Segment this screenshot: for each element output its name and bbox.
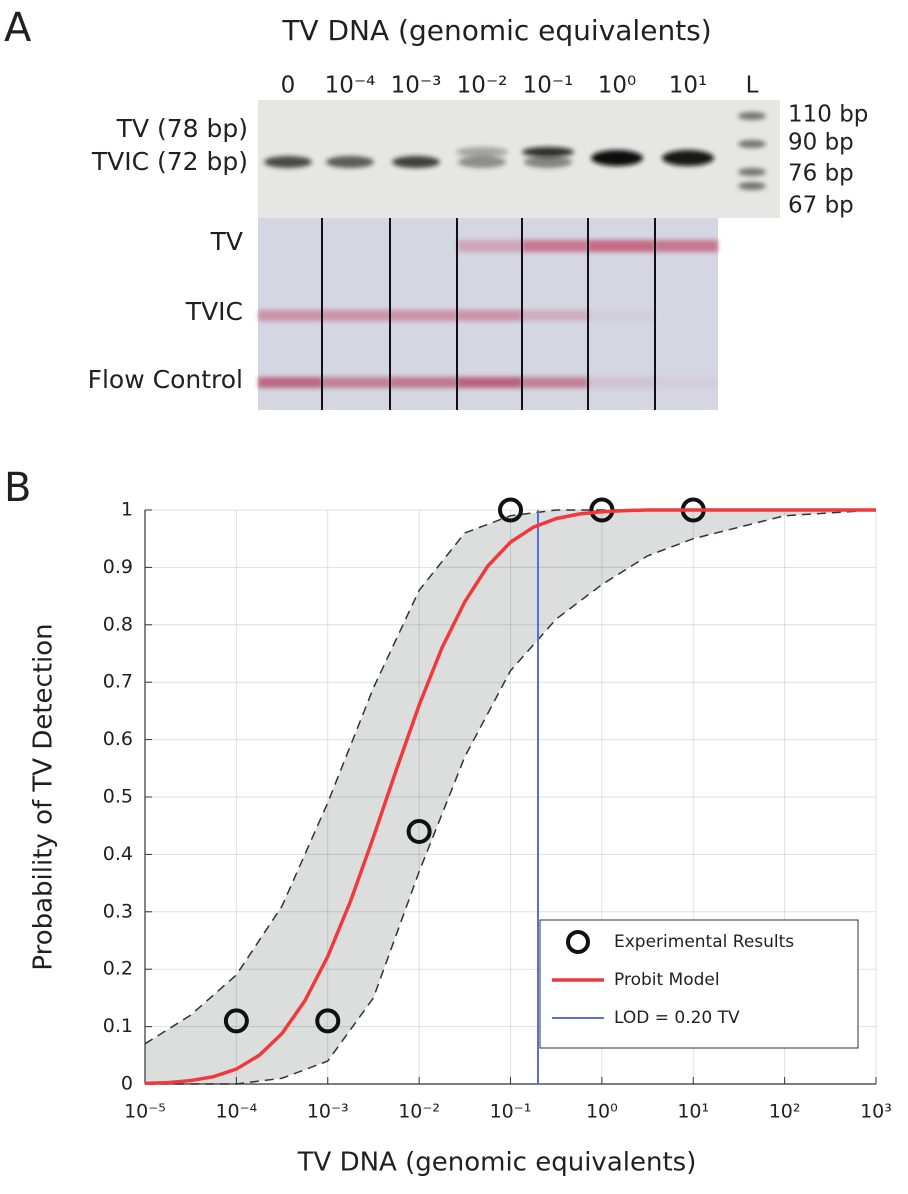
gel-band: [662, 150, 714, 166]
y-tick-label: 0.8: [103, 613, 133, 635]
y-tick-label: 0.4: [103, 843, 133, 865]
strip-band: [390, 377, 457, 388]
ladder-band: [738, 140, 766, 148]
gel-label: TVIC (72 bp): [91, 147, 248, 176]
data-point: [223, 1008, 249, 1034]
panel-label: B: [4, 465, 31, 511]
ladder-band: [738, 182, 766, 190]
lane-label: 10⁻⁴: [325, 73, 376, 99]
data-point: [406, 818, 432, 844]
lane-label: 10⁰: [598, 73, 637, 99]
panel-a: A TV DNA (genomic equivalents): [4, 5, 780, 410]
ladder-label: 67 bp: [788, 193, 854, 219]
gel-band: [326, 156, 374, 168]
strip-band: [322, 310, 390, 321]
x-tick-label: 10⁻⁵: [124, 1101, 166, 1123]
strip-band: [258, 377, 322, 388]
lane-label: 10⁻²: [457, 73, 508, 99]
panel-label: A: [4, 5, 32, 51]
x-tick-label: 10²: [769, 1101, 801, 1123]
gel-band: [522, 147, 574, 157]
lane-label: 10⁻³: [391, 73, 442, 99]
strip-band: [588, 240, 655, 252]
strip-band: [457, 240, 522, 252]
gel-band: [264, 156, 312, 168]
strip-band: [390, 310, 457, 321]
y-tick-label: 0.7: [103, 671, 133, 693]
legend-label: Probit Model: [614, 970, 720, 990]
strip-band: [588, 377, 655, 388]
strip-band: [655, 377, 718, 388]
y-tick-label: 0.1: [103, 1015, 133, 1037]
panel-title: TV DNA (genomic equivalents): [281, 14, 711, 47]
strip-band: [655, 240, 718, 252]
x-tick-label: 10⁰: [586, 1101, 618, 1123]
x-tick-label: 10⁻¹: [490, 1101, 532, 1123]
gel-label: TV (78 bp): [116, 114, 248, 143]
gel-band: [524, 156, 572, 168]
legend-label: LOD = 0.20 TV: [614, 1008, 740, 1028]
strip-label: TV: [210, 227, 243, 256]
y-axis-label: Probability of TV Detection: [29, 623, 59, 970]
y-tick-label: 0: [121, 1073, 133, 1095]
legend-label: Experimental Results: [614, 932, 794, 952]
x-tick-label: 10⁻⁴: [215, 1101, 257, 1123]
x-tick-label: 10⁻³: [307, 1101, 349, 1123]
y-tick-label: 0.3: [103, 900, 133, 922]
strip-label: TVIC: [185, 297, 243, 326]
strip-band: [522, 310, 588, 321]
gel-band: [458, 156, 506, 168]
x-tick-label: 10¹: [677, 1101, 709, 1123]
strip-band: [588, 310, 655, 321]
strip-band: [522, 377, 588, 388]
y-tick-label: 1: [121, 499, 133, 521]
ladder-label: 110 bp: [788, 102, 868, 128]
legend-box: [539, 919, 859, 1049]
ladder-label: 76 bp: [788, 161, 854, 187]
data-point: [498, 497, 523, 523]
strip-band: [258, 310, 322, 321]
x-tick-label: 10⁻²: [398, 1101, 440, 1123]
strip-band: [522, 240, 588, 252]
x-tick-label: 10³: [860, 1101, 892, 1123]
data-point: [315, 1008, 341, 1034]
lane-label: 10⁻¹: [523, 73, 574, 99]
lane-label: 10¹: [669, 73, 708, 99]
y-tick-label: 0.6: [103, 728, 133, 750]
ladder-label: 90 bp: [788, 130, 854, 156]
ladder-band: [738, 112, 766, 120]
gel-band: [456, 147, 508, 157]
strip-band: [457, 310, 522, 321]
model-curve: [144, 508, 876, 1086]
gel-band: [591, 150, 643, 166]
gel-band: [392, 156, 440, 168]
strip-band: [322, 377, 390, 388]
strip-label: Flow Control: [88, 365, 243, 394]
x-axis-label: TV DNA (genomic equivalents): [297, 1148, 697, 1178]
strip-band: [457, 377, 522, 388]
legend-marker: [566, 930, 590, 954]
lane-label: L: [746, 73, 759, 99]
confidence-bound: [145, 509, 877, 1085]
ladder-band: [738, 168, 766, 176]
confidence-band: [145, 510, 876, 1084]
lane-label: 0: [281, 73, 296, 99]
y-tick-label: 0.9: [103, 556, 133, 578]
y-tick-label: 0.2: [103, 958, 133, 980]
y-tick-label: 0.5: [103, 786, 133, 808]
